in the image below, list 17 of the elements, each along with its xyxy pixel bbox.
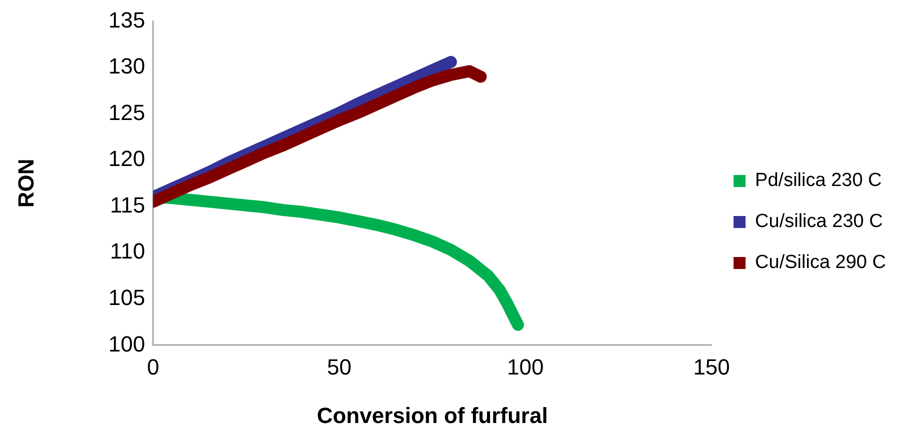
legend-label: Cu/silica 230 C: [755, 211, 883, 232]
x-axis-title: Conversion of furfural: [316, 402, 548, 428]
y-tick-label: 120: [108, 146, 146, 172]
x-tick-label: 0: [146, 354, 160, 380]
y-tick-label: 135: [108, 7, 146, 32]
y-tick-label: 105: [108, 284, 146, 310]
y-tick-label: 100: [108, 331, 146, 356]
y-tick-label: 125: [108, 100, 146, 125]
y-axis-title: RON: [13, 158, 38, 208]
x-tick-label: 150: [693, 354, 730, 380]
y-tick-label: 115: [110, 192, 146, 218]
y-tick-label: 110: [110, 238, 146, 264]
legend-label: Pd/silica 230 C: [755, 170, 882, 192]
y-tick-label: 130: [108, 54, 146, 79]
x-tick-label: 100: [507, 354, 544, 380]
legend-label: Cu/Silica 290 C: [755, 252, 886, 274]
x-tick-label: 50: [327, 354, 352, 380]
